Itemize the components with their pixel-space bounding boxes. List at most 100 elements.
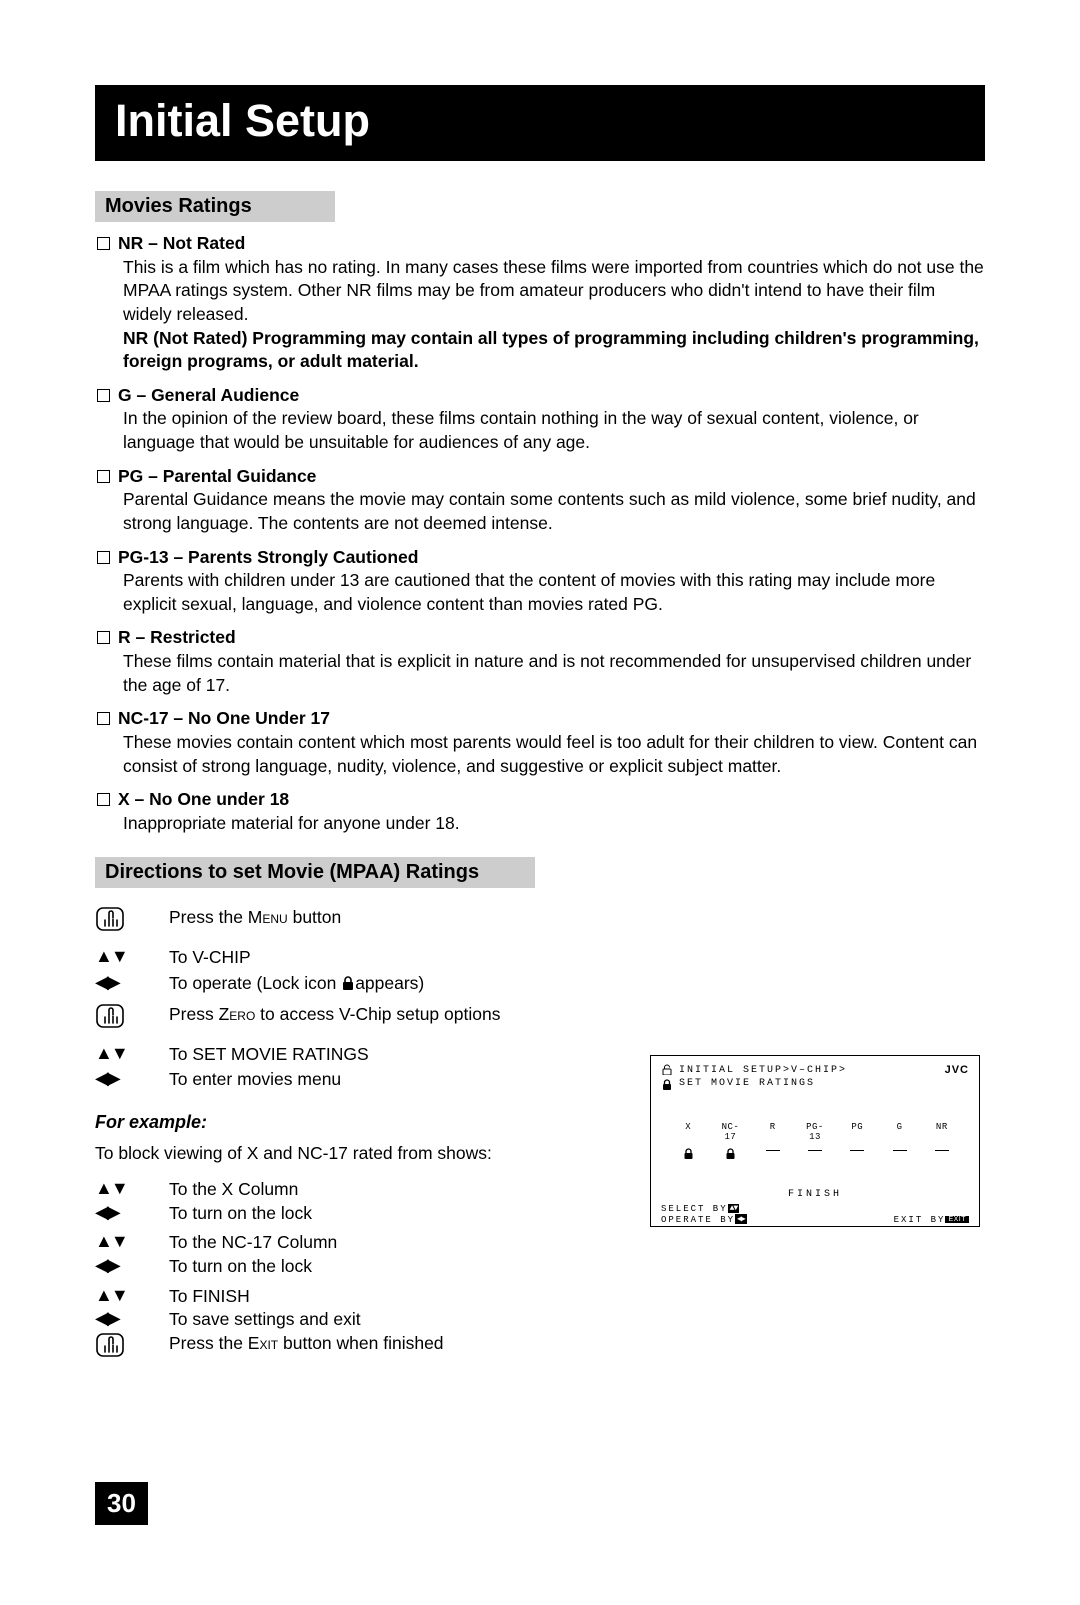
osd-lock-cell [843, 1148, 871, 1163]
step-text: To V-CHIP [169, 946, 985, 970]
leftright-arrow-icon [95, 1068, 119, 1088]
osd-column-header: X [674, 1122, 702, 1142]
rating-desc: Inappropriate material for anyone under … [123, 812, 985, 836]
osd-column-header: NR [928, 1122, 956, 1142]
direction-step: Press the Menu button [95, 906, 985, 938]
direction-step: To FINISH [95, 1285, 595, 1309]
osd-lock-cell [928, 1148, 956, 1163]
checkbox-icon [97, 237, 110, 250]
step-icon-col [95, 906, 169, 938]
rating-title: R – Restricted [118, 627, 236, 647]
rating-item: NC-17 – No One Under 17These movies cont… [97, 707, 985, 778]
rating-item: PG – Parental GuidanceParental Guidance … [97, 465, 985, 536]
page-title: Initial Setup [115, 95, 370, 146]
section-header-text: Directions to set Movie (MPAA) Ratings [105, 861, 479, 883]
osd-operate-label: OPERATE BY [661, 1215, 735, 1225]
osd-select-label: SELECT BY [661, 1204, 728, 1214]
exit-icon: EXIT [945, 1216, 969, 1223]
ratings-list: NR – Not Rated This is a film which has n… [97, 232, 985, 835]
dash-icon [893, 1150, 907, 1151]
osd-columns: XNC-17RPG-13PGGNR [661, 1122, 969, 1142]
page-number: 30 [95, 1482, 148, 1525]
rating-title: G – General Audience [118, 385, 299, 405]
checkbox-icon [97, 631, 110, 644]
updown-arrow-icon [95, 946, 127, 966]
step-text: Press Zero to access V-Chip setup option… [169, 1003, 985, 1027]
leftright-icon: ◀▶ [735, 1214, 747, 1224]
checkbox-icon [97, 551, 110, 564]
step-icon-col [95, 1231, 169, 1253]
osd-lock-cell [886, 1148, 914, 1163]
direction-step: To the X Column [95, 1178, 595, 1202]
step-icon-col [95, 1003, 169, 1035]
rating-desc: Parental Guidance means the movie may co… [123, 488, 985, 535]
direction-step: To turn on the lock [95, 1255, 595, 1279]
rating-title: NC-17 – No One Under 17 [118, 708, 330, 728]
osd-breadcrumb: INITIAL SETUP>V–CHIP> [679, 1064, 945, 1077]
step-text: Press the Menu button [169, 906, 985, 930]
section-header-directions: Directions to set Movie (MPAA) Ratings [95, 857, 535, 888]
step-text: To turn on the lock [169, 1202, 595, 1226]
step-icon-col [95, 946, 169, 968]
page-title-bar: Initial Setup [95, 85, 985, 161]
osd-exit-label: EXIT BY [894, 1215, 946, 1225]
rating-title: PG – Parental Guidance [118, 466, 316, 486]
section-header-text: Movies Ratings [105, 195, 252, 217]
osd-column-header: PG [843, 1122, 871, 1142]
updown-arrow-icon [95, 1178, 127, 1198]
checkbox-icon [97, 712, 110, 725]
osd-lock-cell [674, 1148, 702, 1163]
step-text: To turn on the lock [169, 1255, 595, 1279]
dash-icon [766, 1150, 780, 1151]
direction-step: To operate (Lock icon appears) [95, 972, 985, 996]
leftright-arrow-icon [95, 972, 119, 992]
lock-icon [341, 974, 355, 990]
step-icon-col [95, 1178, 169, 1200]
rating-desc: Parents with children under 13 are cauti… [123, 569, 985, 616]
step-icon-col [95, 1043, 169, 1065]
checkbox-icon [97, 470, 110, 483]
step-icon-col [95, 1068, 169, 1090]
direction-step: To the NC-17 Column [95, 1231, 595, 1255]
osd-column-header: G [886, 1122, 914, 1142]
step-icon-col [95, 1202, 169, 1224]
updown-arrow-icon [95, 1231, 127, 1251]
rating-item: G – General AudienceIn the opinion of th… [97, 384, 985, 455]
section-header-movies-ratings: Movies Ratings [95, 191, 335, 222]
osd-lock-cell [759, 1148, 787, 1163]
rating-title: X – No One under 18 [118, 789, 289, 809]
updown-icon: ▲▼ [728, 1204, 740, 1213]
example-steps: To the X ColumnTo turn on the lockTo the… [95, 1178, 595, 1363]
checkbox-icon [97, 389, 110, 402]
direction-step: To save settings and exit [95, 1308, 595, 1332]
osd-lock-row [661, 1148, 969, 1163]
dash-icon [850, 1150, 864, 1151]
dash-icon [935, 1150, 949, 1151]
direction-step: Press the Exit button when finished [95, 1332, 595, 1364]
osd-finish: FINISH [661, 1189, 969, 1200]
osd-subtitle: SET MOVIE RATINGS [679, 1077, 945, 1090]
osd-lock-cell [716, 1148, 744, 1163]
rating-desc: This is a film which has no rating. In m… [123, 256, 985, 327]
leftright-arrow-icon [95, 1255, 119, 1275]
updown-arrow-icon [95, 1285, 127, 1305]
osd-screenshot: INITIAL SETUP>V–CHIP> SET MOVIE RATINGS … [650, 1055, 980, 1227]
step-text: To save settings and exit [169, 1308, 595, 1332]
leftright-arrow-icon [95, 1308, 119, 1328]
rating-desc: These films contain material that is exp… [123, 650, 985, 697]
rating-item: PG-13 – Parents Strongly CautionedParent… [97, 546, 985, 617]
rating-title: NR – Not Rated [118, 233, 245, 253]
press-icon [95, 906, 127, 938]
dash-icon [808, 1150, 822, 1151]
rating-item: X – No One under 18 Inappropriate materia… [97, 788, 985, 835]
lock-icon [725, 1148, 736, 1159]
step-text: To the NC-17 Column [169, 1231, 595, 1255]
lock-icon [661, 1079, 673, 1090]
rating-desc-bold: NR (Not Rated) Programming may contain a… [123, 327, 985, 374]
step-text: To the X Column [169, 1178, 595, 1202]
rating-item: R – Restricted These films contain materi… [97, 626, 985, 697]
updown-arrow-icon [95, 1043, 127, 1063]
rating-desc: In the opinion of the review board, thes… [123, 407, 985, 454]
rating-title: PG-13 – Parents Strongly Cautioned [118, 547, 418, 567]
lock-open-icon [661, 1064, 673, 1075]
